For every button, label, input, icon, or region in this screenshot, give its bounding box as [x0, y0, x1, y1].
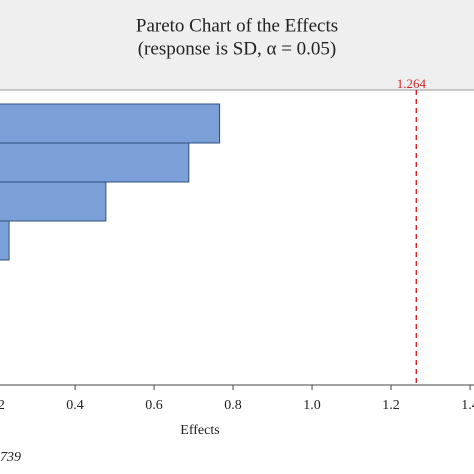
annotation: 739 — [0, 450, 21, 465]
x-axis-label: Effects — [180, 423, 219, 438]
reference-label: 1.264 — [397, 76, 427, 91]
x-tick-label: 1.4 — [461, 398, 474, 413]
bar — [0, 181, 107, 222]
bar — [0, 220, 10, 261]
bar — [0, 142, 190, 183]
x-tick-label: 0.4 — [66, 398, 84, 413]
title-band — [0, 0, 474, 90]
chart-subtitle: (response is SD, α = 0.05) — [138, 38, 337, 59]
x-tick-label: 1.2 — [382, 398, 400, 413]
chart-title: Pareto Chart of the Effects — [136, 15, 338, 36]
x-tick-label: 0.6 — [145, 398, 163, 413]
bar — [0, 103, 221, 144]
x-tick-label: 0.2 — [0, 398, 5, 413]
x-tick-label: 0.8 — [224, 398, 242, 413]
x-tick-label: 1.0 — [303, 398, 321, 413]
